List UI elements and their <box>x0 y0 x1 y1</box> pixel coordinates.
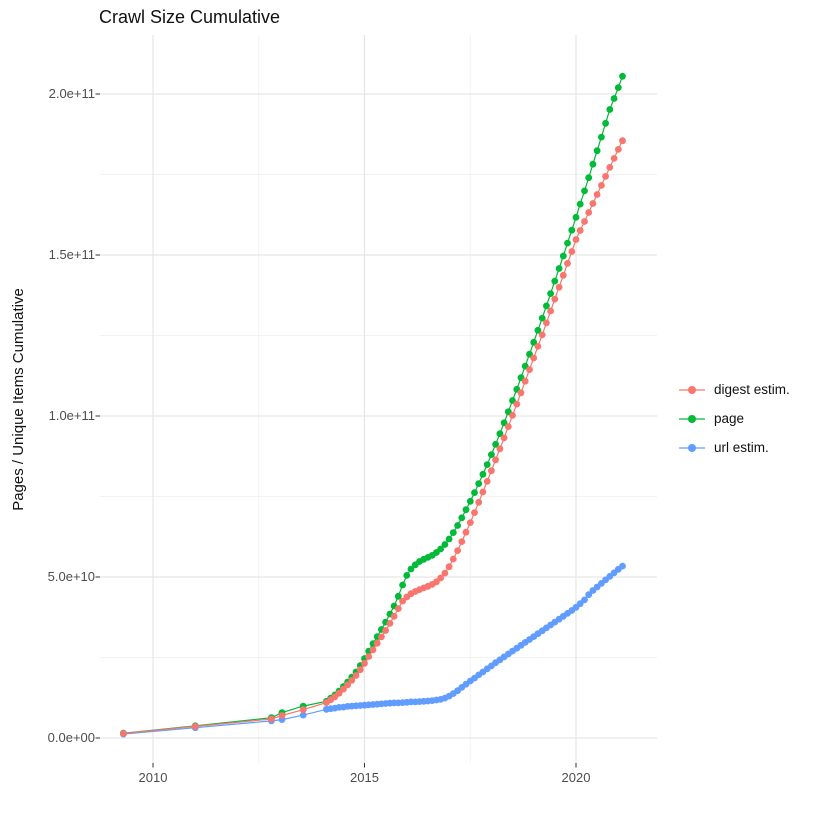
legend-label: url estim. <box>714 440 769 455</box>
legend-key-url-icon <box>679 443 705 452</box>
legend: digest estim. page url estim. <box>678 375 790 462</box>
axis-tick-marks <box>95 93 577 768</box>
y-tick-label: 1.5e+11 <box>48 247 95 262</box>
legend-item-page: page <box>678 404 790 433</box>
series-page <box>120 72 626 737</box>
y-tick-label: 5.0e+10 <box>47 569 95 584</box>
x-tick-label: 2015 <box>350 770 379 785</box>
legend-item-url-estim: url estim. <box>678 433 790 462</box>
chart-title: Crawl Size Cumulative <box>99 7 281 27</box>
data-series <box>120 72 626 738</box>
series-digest-estim <box>120 137 626 737</box>
legend-item-digest-estim: digest estim. <box>678 375 790 404</box>
x-tick-label: 2010 <box>138 770 168 785</box>
legend-label: digest estim. <box>714 382 790 397</box>
y-tick-label: 1.0e+11 <box>48 408 95 423</box>
legend-key-digest-icon <box>679 385 705 394</box>
y-tick-label: 2.0e+11 <box>48 86 95 101</box>
minor-gridlines <box>100 35 657 763</box>
y-axis-title: Pages / Unique Items Cumulative <box>9 287 27 511</box>
x-tick-label: 2020 <box>561 770 591 785</box>
series-url-estim <box>120 562 626 738</box>
legend-key-page-icon <box>679 414 705 423</box>
legend-label: page <box>714 411 745 426</box>
y-tick-label: 0.0e+00 <box>47 730 95 745</box>
major-gridlines <box>100 35 657 763</box>
